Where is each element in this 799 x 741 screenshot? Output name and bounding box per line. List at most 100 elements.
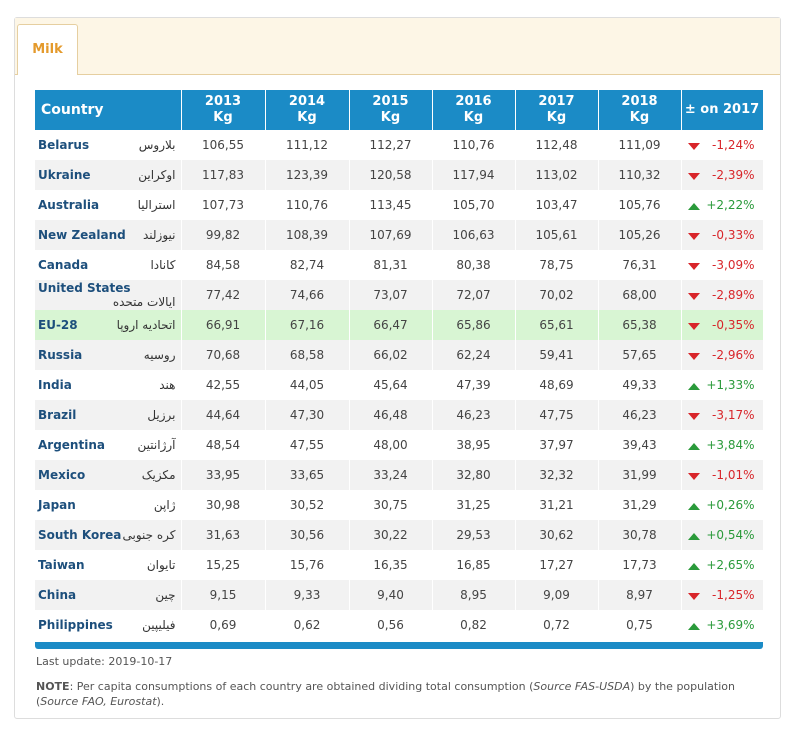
row: New Zealand نیوزلند 99,82 108,39 107,69 106,6…: [35, 220, 764, 250]
header-year: 2018: [621, 94, 658, 109]
row: United States ایالات متحده 77,42 74,66 73,07…: [35, 280, 764, 310]
value-cell: 0,62: [265, 610, 350, 640]
value-cell: 73,07: [349, 280, 433, 310]
country-name: Philippines: [38, 618, 113, 632]
value-cell: 78,75: [515, 250, 599, 280]
trend-arrow: [687, 593, 700, 600]
change-cell: +0,54%: [681, 520, 764, 550]
row: Taiwan تایوان 15,25 15,76 16,35 16,85 17,27 17,…: [35, 550, 764, 580]
country-cell: Ukraine اوکراین: [35, 160, 182, 190]
panel: Milk Country 2013 Kg 2014 Kg 2015 Kg 2016 Kg 2017…: [14, 17, 781, 719]
country-name: Canada: [38, 258, 89, 272]
native-name: نیوزلند: [142, 228, 176, 242]
value-cell: 107,69: [349, 220, 433, 250]
value-cell: 47,55: [265, 430, 350, 460]
value-cell: 108,39: [265, 220, 350, 250]
value-cell: 8,97: [598, 580, 682, 610]
note: NOTE: Per capita consumptions of each co…: [36, 679, 766, 709]
value-cell: 68,58: [265, 340, 350, 370]
trend-arrow: [687, 473, 700, 480]
value-cell: 39,43: [598, 430, 682, 460]
row: Australia استرالیا 107,73 110,76 113,45 105,7…: [35, 190, 764, 220]
value-cell: 81,31: [349, 250, 433, 280]
row: China چین 9,15 9,33 9,40 8,95 9,09 8,97 -1,25%: [35, 580, 764, 610]
change-cell: +1,33%: [681, 370, 764, 400]
value-cell: 113,45: [349, 190, 433, 220]
value-cell: 32,80: [432, 460, 516, 490]
value-cell: 123,39: [265, 160, 350, 190]
value-cell: 49,33: [598, 370, 682, 400]
change-value: +2,65%: [706, 558, 755, 572]
change-value: -0,33%: [712, 228, 755, 242]
native-name: برزیل: [147, 408, 176, 422]
native-name: چین: [155, 588, 176, 602]
value-cell: 107,73: [181, 190, 266, 220]
change-cell: +2,65%: [681, 550, 764, 580]
row: Russia روسیه 70,68 68,58 66,02 62,24 59,41 57,6…: [35, 340, 764, 370]
value-cell: 48,00: [349, 430, 433, 460]
tab[interactable]: Milk: [17, 24, 78, 75]
value-cell: 33,24: [349, 460, 433, 490]
native-name: اوکراین: [138, 168, 176, 182]
header-cell: 2018 Kg: [598, 90, 682, 130]
value-cell: 59,41: [515, 340, 599, 370]
header-unit: Kg: [380, 110, 401, 125]
change-value: +2,22%: [706, 198, 755, 212]
change-cell: -2,96%: [681, 340, 764, 370]
value-cell: 120,58: [349, 160, 433, 190]
country-cell: Mexico مکزیک: [35, 460, 182, 490]
row: Argentina آرژانتین 48,54 47,55 48,00 38,95 37,…: [35, 430, 764, 460]
value-cell: 30,98: [181, 490, 266, 520]
value-cell: 30,78: [598, 520, 682, 550]
country-cell: Japan ژاپن: [35, 490, 182, 520]
country-name: Argentina: [38, 438, 105, 452]
row: Belarus بلاروس 106,55 111,12 112,27 110,76 112…: [35, 130, 764, 160]
note-text: ) by the population (: [36, 680, 735, 708]
value-cell: 82,74: [265, 250, 350, 280]
header-unit: Kg: [546, 110, 567, 125]
trend-arrow: [687, 293, 700, 300]
value-cell: 31,25: [432, 490, 516, 520]
change-value: -3,17%: [712, 408, 755, 422]
header-year: 2015: [372, 94, 409, 109]
change-value: -1,24%: [712, 138, 755, 152]
change-cell: -3,17%: [681, 400, 764, 430]
trend-arrow: [687, 203, 700, 210]
row: Mexico مکزیک 33,95 33,65 33,24 32,80 32,32 31,9…: [35, 460, 764, 490]
country-name: EU-28: [38, 318, 78, 332]
header-year: 2013: [204, 94, 242, 109]
trend-arrow: [687, 173, 700, 180]
change-cell: +3,84%: [681, 430, 764, 460]
note-text: ).: [156, 695, 165, 708]
value-cell: 113,02: [515, 160, 599, 190]
note-label: NOTE: [36, 680, 70, 693]
header-row: Country 2013 Kg 2014 Kg 2015 Kg 2016 Kg 2017 Kg 201…: [35, 90, 764, 130]
row: South Korea کره جنوبی 31,63 30,56 30,22 29,53…: [35, 520, 764, 550]
trend-arrow: [687, 383, 700, 390]
value-cell: 30,62: [515, 520, 599, 550]
value-cell: 9,40: [349, 580, 433, 610]
value-cell: 84,58: [181, 250, 266, 280]
change-value: +0,26%: [706, 498, 755, 512]
value-cell: 46,23: [432, 400, 516, 430]
country-cell: Philippines فیلیپین: [35, 610, 182, 640]
value-cell: 65,38: [598, 310, 682, 340]
native-name: اتحادیه اروپا: [116, 318, 176, 332]
change-cell: -0,35%: [681, 310, 764, 340]
trend-arrow: [687, 353, 700, 360]
trend-arrow: [687, 323, 700, 330]
value-cell: 68,00: [598, 280, 682, 310]
country-name: New Zealand: [38, 228, 126, 242]
value-cell: 77,42: [181, 280, 266, 310]
value-cell: 110,76: [432, 130, 516, 160]
row: Philippines فیلیپین 0,69 0,62 0,56 0,82 0,72 0,…: [35, 610, 764, 640]
change-cell: -1,01%: [681, 460, 764, 490]
row: Canada کانادا 84,58 82,74 81,31 80,38 78,75 76,…: [35, 250, 764, 280]
header-year: 2016: [455, 94, 492, 109]
value-cell: 17,27: [515, 550, 599, 580]
value-cell: 117,94: [432, 160, 516, 190]
country-name: Brazil: [38, 408, 77, 422]
country-cell: Taiwan تایوان: [35, 550, 182, 580]
country-cell: Russia روسیه: [35, 340, 182, 370]
value-cell: 105,26: [598, 220, 682, 250]
